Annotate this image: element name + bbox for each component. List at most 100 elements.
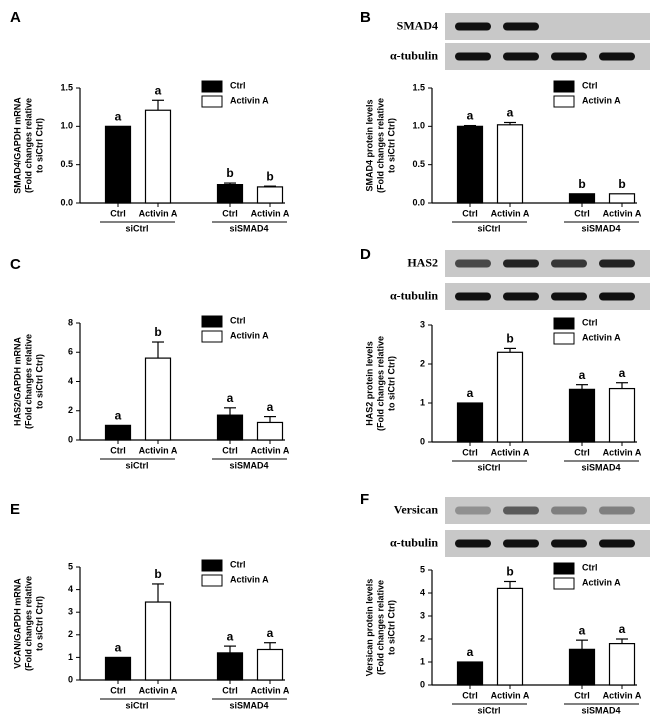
blot-band: [503, 506, 539, 515]
significance-label: a: [227, 629, 234, 643]
legend-label: Ctrl: [582, 317, 598, 327]
significance-label: a: [579, 623, 586, 637]
bar: [496, 587, 524, 686]
blot-band: [455, 292, 491, 301]
y-axis-label: to siCtrl Ctrl): [386, 600, 396, 655]
bar: [608, 387, 636, 443]
group-label: siCtrl: [477, 462, 500, 472]
y-axis-label: to siCtrl Ctrl): [34, 354, 44, 409]
y-tick-label: 1.5: [412, 82, 425, 92]
blot-label: HAS2: [407, 255, 438, 269]
legend-label: Ctrl: [230, 559, 246, 569]
bar: [104, 424, 132, 441]
legend-label: Ctrl: [230, 80, 246, 90]
significance-label: a: [227, 391, 234, 405]
x-tick-label: Ctrl: [462, 208, 478, 218]
y-tick-label: 3: [420, 319, 425, 329]
y-tick-label: 4: [68, 376, 73, 386]
bar: [216, 414, 244, 441]
legend-label: Activin A: [582, 95, 621, 105]
y-tick-label: 8: [68, 317, 73, 327]
x-tick-label: Ctrl: [574, 690, 590, 700]
significance-label: a: [507, 106, 514, 120]
significance-label: a: [267, 626, 274, 640]
x-tick-label: Activin A: [603, 690, 642, 700]
y-axis-label: to siCtrl Ctrl): [386, 356, 396, 411]
group-label: siSMAD4: [229, 700, 268, 710]
legend-swatch: [553, 317, 575, 330]
significance-label: b: [154, 325, 161, 339]
significance-label: a: [155, 83, 162, 97]
group-label: siSMAD4: [581, 462, 620, 472]
legend-swatch: [553, 577, 575, 590]
y-axis-label: Versican protein levels: [364, 579, 374, 677]
group-label: siCtrl: [125, 700, 148, 710]
error-bar: [576, 384, 588, 390]
y-tick-label: 0.5: [60, 159, 73, 169]
blot-label: α-tubulin: [390, 288, 438, 302]
blot-band: [551, 259, 587, 268]
blot-band: [503, 22, 539, 31]
bar: [608, 193, 636, 204]
group-label: siCtrl: [477, 223, 500, 233]
x-tick-label: Activin A: [603, 447, 642, 457]
y-tick-label: 2: [68, 405, 73, 415]
error-bar: [152, 583, 164, 603]
y-tick-label: 6: [68, 347, 73, 357]
panel-letter: D: [360, 246, 371, 263]
blot-band: [551, 539, 587, 548]
legend-swatch: [553, 95, 575, 108]
legend-label: Ctrl: [582, 562, 598, 572]
y-tick-label: 0: [420, 679, 425, 689]
significance-label: a: [115, 409, 122, 423]
x-tick-label: Activin A: [139, 445, 178, 455]
bar: [456, 402, 484, 443]
x-tick-label: Ctrl: [110, 208, 126, 218]
x-tick-label: Activin A: [251, 445, 290, 455]
y-tick-label: 1: [68, 652, 73, 662]
y-axis-label: (Fold changes relative: [375, 98, 385, 193]
panel-letter: A: [10, 9, 21, 26]
x-tick-label: Activin A: [491, 208, 530, 218]
significance-label: a: [115, 110, 122, 124]
y-tick-label: 5: [68, 561, 73, 571]
x-tick-label: Ctrl: [110, 685, 126, 695]
group-label: siSMAD4: [229, 223, 268, 233]
x-tick-label: Activin A: [491, 690, 530, 700]
y-axis-label: (Fold changes relative: [23, 98, 33, 193]
significance-label: b: [578, 177, 585, 191]
bar: [568, 388, 596, 443]
bar: [568, 193, 596, 204]
error-bar: [504, 121, 516, 125]
bar: [104, 656, 132, 681]
x-tick-label: Activin A: [139, 685, 178, 695]
significance-label: a: [467, 645, 474, 659]
error-bar: [224, 645, 236, 653]
bar: [144, 601, 172, 681]
significance-label: b: [618, 177, 625, 191]
significance-label: b: [154, 567, 161, 581]
x-tick-label: Ctrl: [222, 208, 238, 218]
error-bar: [224, 182, 236, 185]
legend-label: Activin A: [230, 574, 269, 584]
blot-band: [503, 52, 539, 61]
error-bar: [224, 407, 236, 416]
y-tick-label: 0.0: [60, 197, 73, 207]
x-tick-label: Ctrl: [222, 445, 238, 455]
y-axis-label: SMAD4 protein levels: [364, 99, 374, 191]
legend-swatch: [201, 315, 223, 328]
significance-label: b: [506, 565, 513, 579]
error-bar: [264, 185, 276, 187]
y-tick-label: 0: [420, 436, 425, 446]
legend-swatch: [553, 332, 575, 345]
x-tick-label: Ctrl: [462, 447, 478, 457]
significance-label: b: [266, 169, 273, 183]
blot-band: [551, 292, 587, 301]
y-tick-label: 2: [68, 629, 73, 639]
group-label: siSMAD4: [581, 705, 620, 715]
blot-band: [455, 22, 491, 31]
bar: [456, 661, 484, 686]
blot-band: [551, 52, 587, 61]
y-tick-label: 4: [68, 584, 73, 594]
